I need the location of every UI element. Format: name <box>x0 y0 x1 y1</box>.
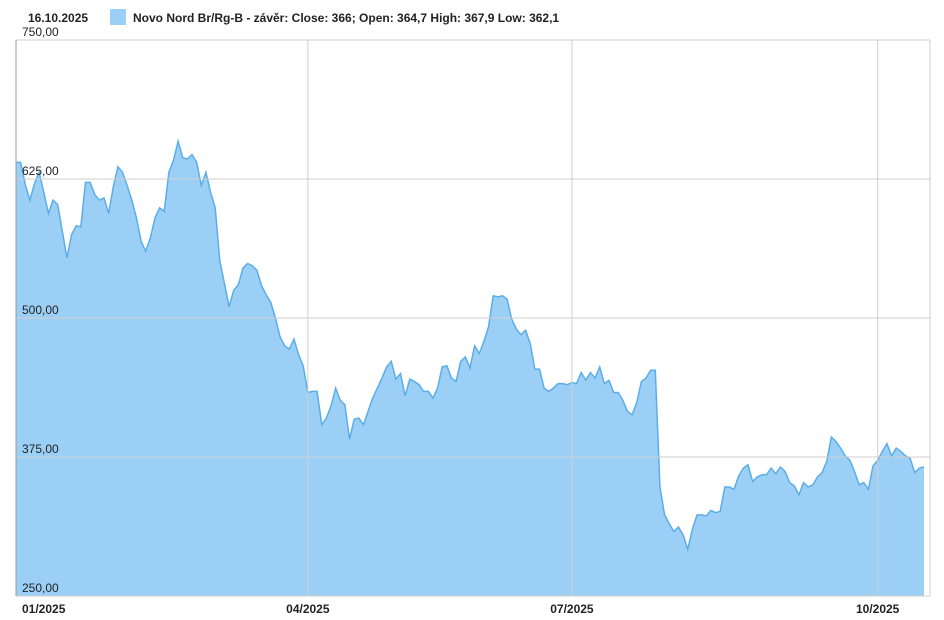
legend-swatch <box>110 9 126 25</box>
area-line <box>16 138 925 553</box>
y-tick-label: 375,00 <box>22 442 59 456</box>
legend-label: Novo Nord Br/Rg-B - závěr: Close: 366; O… <box>133 11 559 25</box>
x-tick-label: 04/2025 <box>286 602 330 616</box>
x-tick-label: 10/2025 <box>856 602 900 616</box>
y-tick-label: 250,00 <box>22 581 59 595</box>
chart-title: 16.10.2025 <box>28 11 88 25</box>
x-tick-label: 01/2025 <box>22 602 66 616</box>
y-tick-label: 500,00 <box>22 303 59 317</box>
y-tick-label: 750,00 <box>22 25 59 39</box>
y-tick-label: 625,00 <box>22 164 59 178</box>
x-tick-label: 07/2025 <box>550 602 594 616</box>
